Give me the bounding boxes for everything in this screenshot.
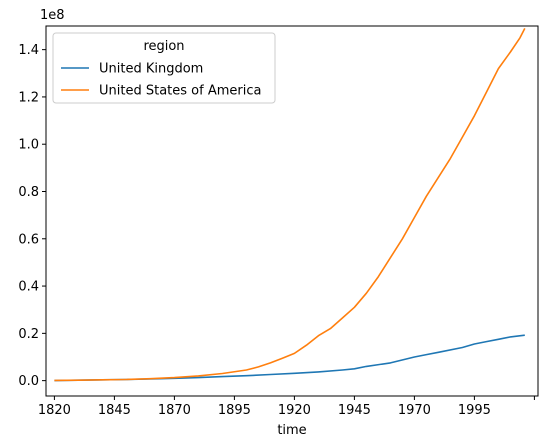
x-tick-label: 1945 (338, 403, 371, 418)
series-line-1 (54, 28, 526, 382)
legend: region United Kingdom United States of Am… (52, 32, 276, 104)
y-tick-label: 0.8 (18, 185, 39, 200)
plot-area (54, 28, 526, 382)
y-tick-label: 1.4 (18, 43, 39, 58)
legend-title: region (143, 39, 184, 54)
y-tick-label: 1.2 (18, 90, 39, 105)
x-axis: 1820 1845 1870 1895 1920 1945 1970 1995 (38, 396, 535, 418)
x-tick-label: 1820 (38, 403, 71, 418)
x-tick-label: 1995 (458, 403, 491, 418)
legend-box (52, 32, 276, 104)
x-axis-title: time (277, 423, 306, 438)
x-tick-label: 1845 (98, 403, 131, 418)
y-tick-label: 0.2 (18, 327, 39, 342)
y-tick-label: 1.0 (18, 138, 39, 153)
legend-label: United Kingdom (99, 62, 203, 77)
legend-items: United Kingdom United States of America (61, 62, 261, 99)
y-offset-label: 1e8 (40, 8, 65, 23)
y-tick-label: 0.4 (18, 280, 39, 295)
y-tick-label: 0.6 (18, 232, 39, 247)
y-tick-label: 0.0 (18, 374, 39, 389)
x-tick-label: 1920 (278, 403, 311, 418)
y-axis: 0.0 0.2 0.4 0.6 0.8 1.0 1.2 1.4 (18, 43, 46, 389)
plot-frame (45, 25, 539, 397)
x-tick-label: 1895 (218, 403, 251, 418)
legend-label: United States of America (99, 84, 261, 99)
x-tick-label: 1870 (158, 403, 191, 418)
x-tick-label: 1970 (398, 403, 431, 418)
